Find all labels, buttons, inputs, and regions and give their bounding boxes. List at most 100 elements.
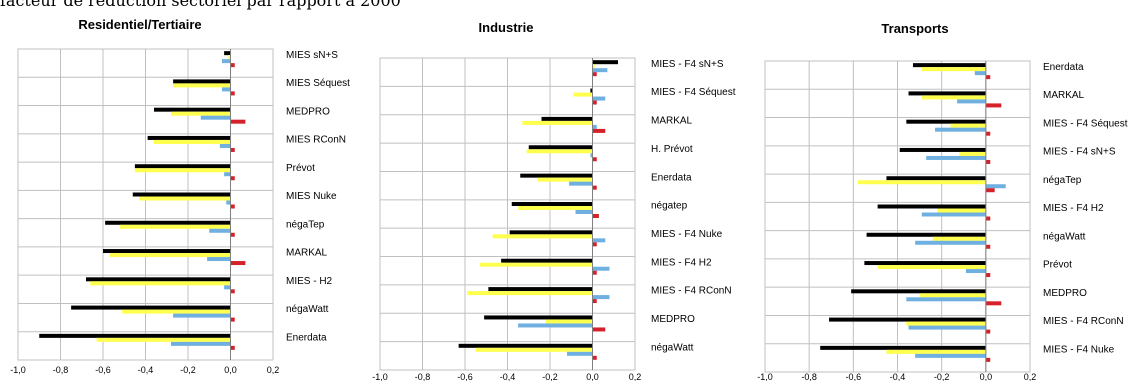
bar	[488, 287, 593, 292]
x-tick-label: -0,8	[415, 372, 431, 381]
bar	[573, 92, 593, 97]
bar	[915, 353, 986, 358]
bar	[518, 323, 593, 328]
bar	[899, 147, 986, 152]
bar	[209, 228, 231, 233]
bar	[528, 145, 593, 150]
bar	[139, 196, 231, 201]
category-label: Enerdata	[1043, 62, 1084, 73]
bar	[985, 357, 991, 362]
bar	[921, 212, 986, 217]
category-label: MARKAL	[286, 248, 328, 259]
bar	[820, 345, 986, 350]
x-tick-label: -0,4	[138, 365, 154, 375]
bar	[484, 315, 593, 320]
category-label: négaWatt	[1043, 231, 1086, 242]
bar	[569, 181, 593, 186]
bar	[959, 151, 986, 156]
category-label: négatep	[651, 201, 688, 212]
category-label: MEDPRO	[651, 314, 695, 325]
category-label: MIES - F4 RConN	[651, 286, 732, 297]
bar	[147, 135, 231, 140]
chart-title: Industrie	[479, 20, 534, 35]
chart-2: -1,0 -0,8 -0,6 -0,4 -0,2 0,0 0,2 Transports Ener…	[757, 21, 1127, 381]
bar	[200, 115, 231, 120]
chart-title: Residentiel/Tertiaire	[78, 17, 201, 32]
bar	[39, 333, 231, 338]
bar	[171, 111, 231, 116]
bar	[906, 119, 986, 124]
category-label: négaWatt	[651, 342, 694, 353]
x-tick-label: -0,6	[95, 365, 111, 375]
x-tick-label: 0,0	[586, 372, 599, 381]
bar	[132, 192, 231, 197]
bar	[851, 289, 986, 294]
category-label: MEDPRO	[1043, 288, 1087, 299]
bar	[171, 341, 231, 346]
bar	[173, 313, 231, 318]
bar	[592, 60, 618, 65]
x-tick-label: -0,2	[180, 365, 196, 375]
bar	[222, 59, 231, 64]
bar	[592, 295, 610, 300]
bar	[230, 119, 246, 124]
bar	[974, 71, 986, 76]
bar	[886, 349, 986, 354]
bar	[230, 289, 235, 294]
bar	[935, 127, 986, 132]
category-label: négaTep	[1043, 175, 1082, 186]
bar	[906, 321, 986, 326]
bar	[567, 351, 593, 356]
bar	[985, 188, 995, 193]
category-label: MIES - H2	[286, 276, 333, 287]
bar	[224, 285, 231, 290]
bar	[592, 355, 597, 360]
x-tick-label: -0,4	[890, 372, 906, 381]
bar	[492, 234, 593, 239]
bar	[985, 159, 991, 164]
bar	[592, 124, 597, 129]
chart-1: -1,0 -0,8 -0,6 -0,4 -0,2 0,0 0,2 Industrie MIES …	[372, 20, 735, 381]
bar	[829, 317, 986, 322]
bar	[985, 329, 991, 334]
x-tick-label: -0,8	[801, 372, 817, 381]
bar	[921, 67, 986, 72]
bar	[228, 55, 231, 60]
bar	[985, 75, 991, 80]
bar	[522, 120, 593, 125]
category-label: MIES - F4 H2	[1043, 203, 1104, 214]
bar	[230, 176, 235, 181]
x-tick-label: -0,2	[542, 372, 558, 381]
bar	[134, 168, 231, 173]
bar	[96, 337, 231, 342]
bar	[109, 253, 231, 258]
bar	[230, 345, 235, 350]
bar	[592, 327, 606, 332]
category-label: MIES - F4 Séquest	[1043, 118, 1128, 129]
bar	[950, 123, 986, 128]
category-label: MIES - F4 Nuke	[1043, 345, 1115, 356]
bar	[518, 206, 593, 210]
bar	[592, 266, 610, 271]
category-label: MIES - F4 sN+S	[1043, 147, 1116, 158]
category-label: MIES - F4 H2	[651, 257, 712, 268]
x-tick-label: 0,2	[1024, 372, 1037, 381]
bar	[592, 96, 606, 101]
bar	[230, 91, 235, 96]
bar	[122, 309, 231, 314]
bar	[886, 176, 986, 181]
bar	[985, 216, 991, 221]
bar	[230, 204, 235, 209]
bar	[906, 297, 986, 302]
bar	[592, 157, 597, 162]
category-label: Enerdata	[286, 333, 327, 344]
bar	[458, 343, 593, 348]
bar	[985, 103, 1002, 108]
category-label: Prévot	[286, 163, 315, 174]
bar	[985, 301, 1002, 306]
category-label: MEDPRO	[286, 106, 330, 117]
bar	[912, 63, 986, 68]
x-tick-label: -0,6	[846, 372, 862, 381]
x-tick-label: 0,2	[267, 365, 280, 375]
bar	[90, 281, 231, 286]
